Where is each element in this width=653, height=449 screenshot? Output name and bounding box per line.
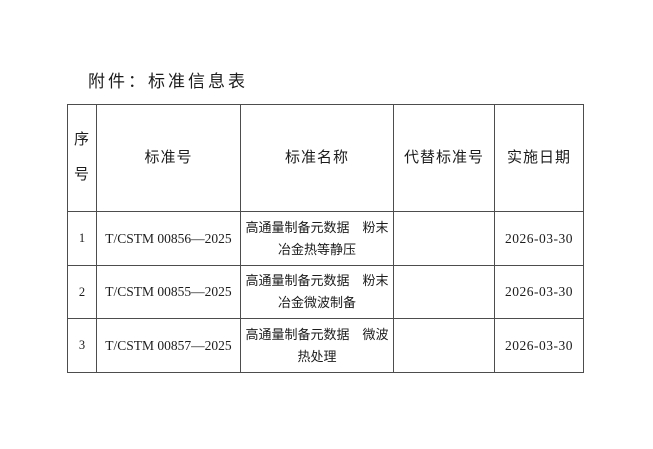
header-cell-impl-date: 实施日期	[494, 104, 584, 212]
header-cell-replaced-standard-no: 代替标准号	[393, 104, 495, 212]
page-title: 附件：标准信息表	[88, 72, 248, 91]
header-cell-standard-no: 标准号	[96, 104, 241, 212]
cell-standard-name: 高通量制备元数据 粉末 冶金热等静压	[240, 211, 394, 266]
cell-impl-date: 2026-03-30	[494, 265, 584, 319]
cell-standard-no: T/CSTM 00856—2025	[96, 211, 241, 266]
cell-replaced-standard-no	[393, 211, 495, 266]
cell-seq: 3	[67, 318, 97, 373]
table-row: 3 T/CSTM 00857—2025 高通量制备元数据 微波 热处理 2026…	[67, 318, 584, 373]
header-cell-seq: 序号	[67, 104, 97, 212]
header-cell-standard-name: 标准名称	[240, 104, 394, 212]
standards-table: 序号 标准号 标准名称 代替标准号 实施日期 1 T/CSTM 00856—20…	[67, 104, 584, 373]
cell-impl-date: 2026-03-30	[494, 318, 584, 373]
cell-replaced-standard-no	[393, 318, 495, 373]
cell-standard-no: T/CSTM 00857—2025	[96, 318, 241, 373]
table-row: 2 T/CSTM 00855—2025 高通量制备元数据 粉末 冶金微波制备 2…	[67, 265, 584, 319]
cell-impl-date: 2026-03-30	[494, 211, 584, 266]
cell-standard-name: 高通量制备元数据 微波 热处理	[240, 318, 394, 373]
table-header-row: 序号 标准号 标准名称 代替标准号 实施日期	[67, 104, 584, 212]
cell-standard-name: 高通量制备元数据 粉末 冶金微波制备	[240, 265, 394, 319]
table-row: 1 T/CSTM 00856—2025 高通量制备元数据 粉末 冶金热等静压 2…	[67, 211, 584, 266]
cell-standard-no: T/CSTM 00855—2025	[96, 265, 241, 319]
cell-seq: 2	[67, 265, 97, 319]
cell-replaced-standard-no	[393, 265, 495, 319]
cell-seq: 1	[67, 211, 97, 266]
